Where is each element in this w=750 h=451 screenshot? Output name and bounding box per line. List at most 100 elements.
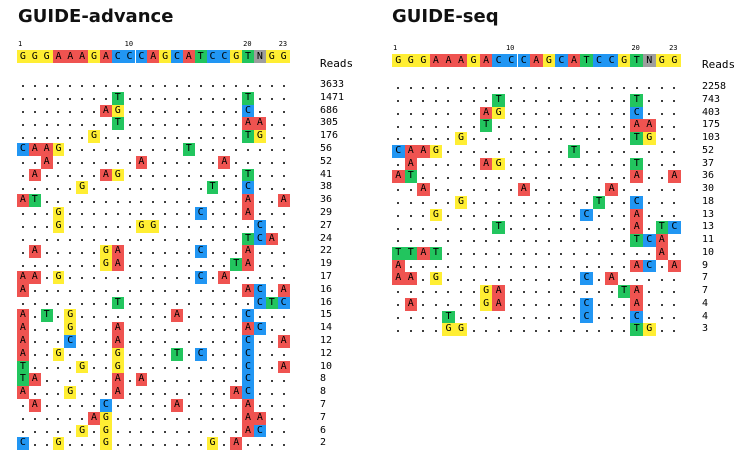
match-dot (434, 227, 437, 230)
reference-base: C (492, 54, 505, 67)
mismatch-base: A (242, 283, 254, 297)
match-dot (93, 175, 96, 177)
match-dot (116, 315, 119, 318)
match-dot (497, 151, 500, 154)
match-dot (152, 277, 155, 280)
match-dot (648, 100, 651, 103)
match-dot (45, 98, 48, 101)
match-dot (623, 240, 626, 243)
mismatch-base: C (242, 309, 254, 323)
match-dot (623, 87, 626, 90)
match-dot (128, 341, 131, 344)
match-dot (116, 443, 119, 446)
match-dot (211, 149, 214, 152)
match-dot (81, 251, 84, 254)
reference-base: A (182, 50, 195, 63)
mismatch-base: C (580, 208, 593, 222)
match-dot (434, 87, 437, 90)
ruler-number: 20 (243, 40, 252, 48)
match-dot (175, 226, 178, 229)
match-dot (140, 239, 143, 241)
match-dot (572, 189, 575, 192)
match-dot (660, 316, 663, 319)
match-dot (81, 98, 84, 101)
match-dot (57, 328, 60, 331)
mismatch-base: C (630, 310, 643, 324)
read-count: 103 (702, 132, 721, 143)
match-dot (397, 112, 400, 115)
match-dot (81, 200, 84, 203)
ruler-number: 20 (631, 44, 640, 52)
match-dot (140, 431, 143, 433)
mismatch-base: C (254, 219, 266, 233)
match-dot (258, 149, 261, 152)
match-dot (223, 111, 226, 113)
mismatch-base: G (88, 130, 100, 143)
match-dot (282, 136, 285, 139)
mismatch-base: A (630, 259, 643, 273)
mismatch-base: G (52, 219, 65, 233)
mismatch-base: A (99, 104, 112, 118)
match-dot (21, 303, 24, 305)
match-dot (547, 214, 550, 217)
match-dot (152, 123, 155, 126)
match-dot (199, 98, 202, 101)
match-dot (69, 162, 72, 165)
match-dot (187, 367, 190, 369)
match-dot (522, 138, 525, 141)
mismatch-base: G (52, 271, 65, 284)
match-dot (434, 189, 437, 192)
match-dot (610, 291, 613, 294)
match-dot (211, 392, 214, 395)
match-dot (21, 111, 24, 113)
mismatch-base: G (52, 347, 65, 361)
read-count: 4 (702, 310, 709, 322)
match-dot (472, 240, 475, 243)
mismatch-base: T (242, 232, 254, 246)
match-dot (673, 87, 676, 90)
mismatch-base: A (171, 309, 183, 323)
match-dot (610, 176, 613, 179)
match-dot (560, 176, 563, 179)
match-dot (547, 265, 550, 268)
match-dot (140, 123, 143, 126)
match-dot (270, 290, 273, 293)
match-dot (610, 265, 613, 268)
match-dot (258, 213, 261, 216)
match-dot (485, 278, 488, 281)
reference-base: G (417, 54, 430, 67)
match-dot (648, 189, 651, 192)
mismatch-base: T (171, 347, 183, 361)
match-dot (397, 138, 400, 141)
match-dot (598, 278, 601, 281)
mismatch-base: A (17, 386, 29, 399)
match-dot (187, 379, 190, 382)
reference-base: C (123, 50, 136, 63)
match-dot (258, 341, 261, 344)
mismatch-base: G (99, 424, 112, 438)
match-dot (648, 291, 651, 294)
match-dot (45, 251, 48, 254)
match-dot (258, 354, 261, 357)
match-dot (69, 200, 72, 203)
match-dot (211, 264, 214, 267)
match-dot (585, 112, 588, 115)
match-dot (187, 251, 190, 254)
reference-base: G (467, 54, 480, 67)
match-dot (235, 85, 238, 88)
match-dot (560, 163, 563, 166)
match-dot (104, 354, 107, 357)
match-dot (409, 138, 412, 141)
match-dot (247, 162, 250, 165)
read-count: 37 (702, 157, 715, 169)
match-dot (572, 163, 575, 166)
match-dot (535, 176, 538, 179)
match-dot (45, 341, 48, 344)
mismatch-base: A (17, 283, 29, 297)
match-dot (235, 226, 238, 229)
mismatch-base: A (230, 437, 243, 451)
mismatch-base: G (429, 144, 443, 158)
match-dot (104, 162, 107, 165)
match-dot (485, 214, 488, 217)
match-dot (128, 303, 131, 305)
